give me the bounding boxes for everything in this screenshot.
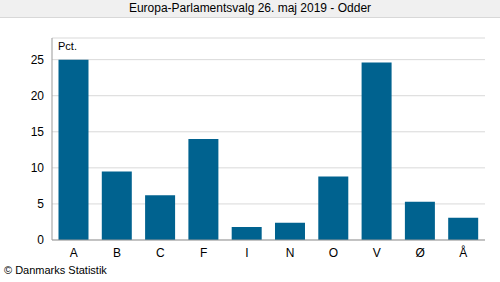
svg-text:C: C <box>156 246 165 260</box>
svg-text:10: 10 <box>31 161 45 175</box>
svg-text:20: 20 <box>31 89 45 103</box>
svg-text:B: B <box>113 246 121 260</box>
svg-text:Å: Å <box>459 245 467 260</box>
svg-text:V: V <box>373 246 381 260</box>
svg-text:A: A <box>70 246 78 260</box>
svg-text:Ø: Ø <box>415 246 424 260</box>
svg-text:F: F <box>200 246 207 260</box>
svg-text:25: 25 <box>31 53 45 67</box>
svg-text:I: I <box>245 246 248 260</box>
svg-text:0: 0 <box>37 233 44 247</box>
svg-text:5: 5 <box>37 197 44 211</box>
svg-text:O: O <box>329 246 338 260</box>
svg-text:15: 15 <box>31 125 45 139</box>
html-text:Europa-Parlamentsvalg 26. maj: Europa-Parlamentsvalg 26. maj 2019 - Odd… <box>128 1 372 15</box>
html-text:© Danmarks Statistik: © Danmarks Statistik <box>4 264 107 276</box>
svg-text:N: N <box>286 246 295 260</box>
html-text:Pct.: Pct. <box>58 40 77 52</box>
